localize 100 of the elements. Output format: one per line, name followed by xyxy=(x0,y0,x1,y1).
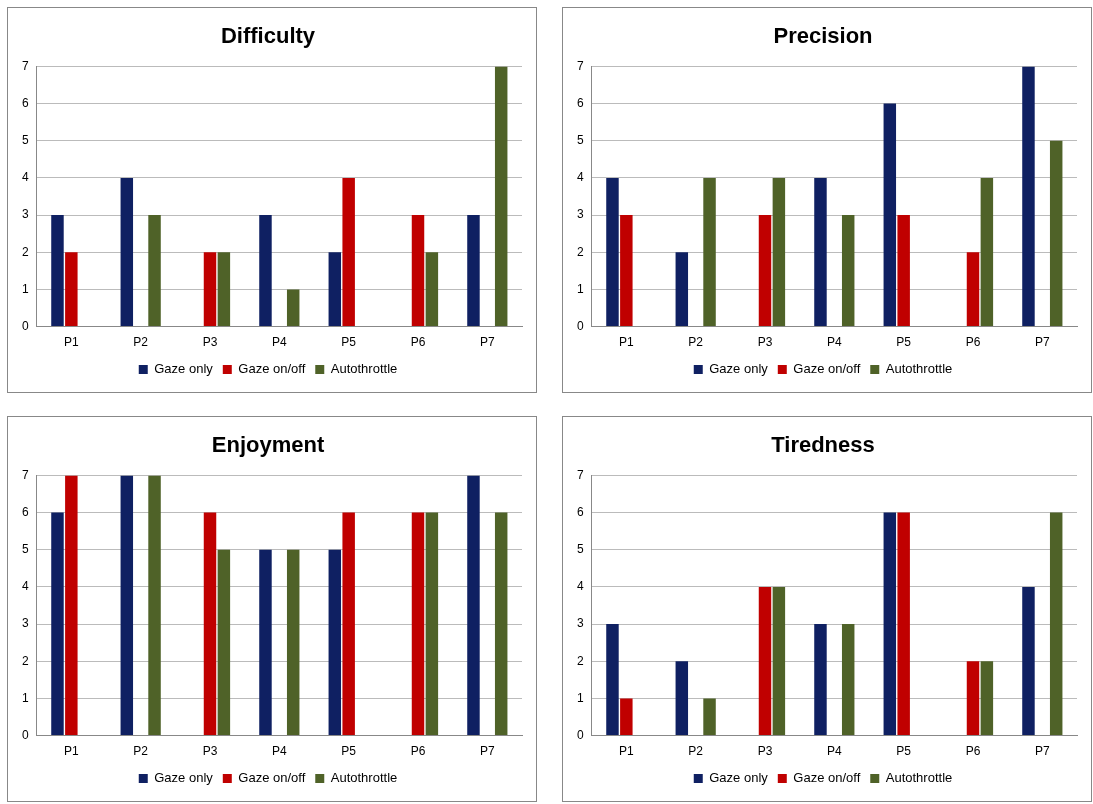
x-tick-label: P4 xyxy=(271,744,287,759)
bar xyxy=(65,475,78,736)
x-tick-label: P6 xyxy=(410,335,426,350)
y-tick-label: 0 xyxy=(576,318,584,333)
bar xyxy=(494,66,508,327)
x-tick-label: P3 xyxy=(757,744,773,759)
y-tick-label: 6 xyxy=(576,504,584,519)
legend-label: Gaze only xyxy=(154,361,214,377)
y-tick-label: 1 xyxy=(21,690,29,705)
bar xyxy=(203,512,217,736)
legend-label: Autothrottle xyxy=(885,361,953,377)
legend-label: Gaze on/off xyxy=(238,361,306,377)
legend-label: Gaze only xyxy=(154,770,214,786)
y-tick-label: 2 xyxy=(576,653,584,668)
bar xyxy=(148,215,161,327)
x-tick-label: P4 xyxy=(271,335,287,350)
bar xyxy=(620,215,633,327)
x-tick-label: P5 xyxy=(341,744,357,759)
x-tick-label: P6 xyxy=(965,744,981,759)
bar xyxy=(606,624,619,736)
bar xyxy=(425,252,439,327)
legend-label: Gaze on/off xyxy=(238,770,306,786)
y-tick-label: 2 xyxy=(21,653,29,668)
bar xyxy=(1022,586,1035,736)
bar xyxy=(286,549,300,736)
legend-label: Autothrottle xyxy=(885,770,953,786)
x-tick-label: P1 xyxy=(619,744,634,759)
x-tick-label: P7 xyxy=(479,744,495,759)
y-tick-label: 7 xyxy=(576,467,584,482)
bar xyxy=(342,177,355,327)
x-tick-label: P2 xyxy=(688,335,704,350)
x-tick-label: P2 xyxy=(688,744,704,759)
y-tick-label: 2 xyxy=(21,244,29,259)
bar xyxy=(814,624,827,736)
bar xyxy=(897,512,910,736)
chart-title: Tiredness xyxy=(771,432,875,458)
y-tick-label: 3 xyxy=(21,207,29,222)
chart-title: Precision xyxy=(773,23,873,49)
y-tick-label: 2 xyxy=(576,244,584,259)
bar xyxy=(883,512,897,736)
y-tick-label: 0 xyxy=(576,727,584,742)
y-tick-label: 5 xyxy=(21,133,29,148)
bar xyxy=(120,475,134,736)
bar xyxy=(758,586,772,736)
y-tick-label: 0 xyxy=(21,318,29,333)
x-tick-label: P7 xyxy=(479,335,495,350)
y-tick-label: 5 xyxy=(21,542,29,557)
y-tick-label: 5 xyxy=(576,133,584,148)
legend-label: Autothrottle xyxy=(330,361,398,377)
y-tick-label: 6 xyxy=(21,504,29,519)
bar xyxy=(217,252,231,327)
y-tick-label: 6 xyxy=(576,95,584,110)
legend-label: Gaze on/off xyxy=(793,770,861,786)
y-tick-label: 1 xyxy=(576,690,584,705)
bar xyxy=(120,177,134,327)
bar xyxy=(606,177,619,327)
x-tick-label: P7 xyxy=(1034,335,1050,350)
bar xyxy=(467,215,480,327)
bar xyxy=(259,215,272,327)
x-tick-label: P5 xyxy=(896,744,912,759)
bar xyxy=(51,512,64,736)
bar xyxy=(897,215,910,327)
bar xyxy=(675,252,689,327)
bar xyxy=(259,549,272,736)
bar xyxy=(966,661,980,736)
bar xyxy=(966,252,980,327)
bar xyxy=(620,698,633,736)
x-tick-label: P1 xyxy=(64,744,79,759)
legend-label: Autothrottle xyxy=(330,770,398,786)
y-tick-label: 7 xyxy=(576,58,584,73)
bar xyxy=(772,177,786,327)
bar xyxy=(1049,140,1063,327)
y-tick-label: 4 xyxy=(21,170,29,185)
y-tick-label: 4 xyxy=(576,170,584,185)
x-tick-label: P3 xyxy=(202,744,218,759)
x-tick-label: P3 xyxy=(757,335,773,350)
bar xyxy=(703,698,716,736)
bar xyxy=(51,215,64,327)
x-tick-label: P5 xyxy=(896,335,912,350)
bar xyxy=(425,512,439,736)
y-tick-label: 3 xyxy=(576,207,584,222)
bar xyxy=(980,177,994,327)
bar xyxy=(1022,66,1035,327)
bar xyxy=(148,475,161,736)
bar xyxy=(217,549,231,736)
y-tick-label: 7 xyxy=(21,467,29,482)
bar xyxy=(411,512,425,736)
y-tick-label: 6 xyxy=(21,95,29,110)
bar xyxy=(883,103,897,327)
bar xyxy=(814,177,827,327)
bar xyxy=(1049,512,1063,736)
y-tick-label: 1 xyxy=(21,281,29,296)
legend-label: Gaze on/off xyxy=(793,361,861,377)
x-tick-label: P6 xyxy=(965,335,981,350)
bar xyxy=(65,252,78,327)
x-tick-label: P1 xyxy=(64,335,79,350)
bar xyxy=(467,475,480,736)
bar xyxy=(703,177,716,327)
x-tick-label: P4 xyxy=(826,335,842,350)
bar xyxy=(203,252,217,327)
